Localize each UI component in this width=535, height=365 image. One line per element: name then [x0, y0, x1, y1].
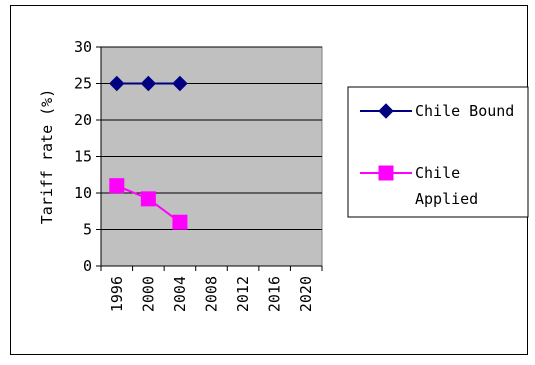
data-point — [109, 178, 125, 194]
series-0 — [109, 75, 188, 92]
y-tick-label: 10 — [74, 184, 92, 202]
x-tick-label: 2012 — [234, 276, 252, 312]
legend: Chile Bound Chile Applied — [347, 86, 529, 218]
series-1 — [109, 178, 188, 230]
series-layer — [109, 75, 188, 230]
x-tick-label: 2004 — [171, 276, 189, 312]
legend-entry: Chile Applied — [360, 164, 478, 208]
data-point — [109, 75, 125, 92]
legend-marker — [378, 103, 394, 119]
legend-label: Chile — [415, 164, 460, 182]
x-tick-label: 2020 — [297, 276, 315, 312]
legend-label: Chile Bound — [415, 102, 514, 120]
legend-entry: Chile Bound — [360, 102, 514, 120]
legend-box — [347, 86, 529, 218]
data-point — [140, 191, 156, 207]
y-tick-labels: 0 5 10 15 20 25 30 — [74, 38, 101, 275]
y-tick-label: 30 — [74, 38, 92, 56]
x-tick-label: 2016 — [266, 276, 284, 312]
y-tick-label: 25 — [74, 75, 92, 93]
y-axis-label: Tariff rate (%) — [38, 89, 56, 224]
x-tick-labels: 1996 2000 2004 2008 2012 2016 2020 — [100, 266, 323, 312]
data-point — [140, 75, 157, 92]
x-tick-label: 1996 — [108, 276, 126, 312]
y-tick-label: 0 — [83, 257, 92, 275]
x-tick-label: 2000 — [139, 276, 157, 312]
legend-label: Applied — [415, 190, 478, 208]
y-tick-label: 20 — [74, 111, 92, 129]
y-tick-label: 15 — [74, 148, 92, 166]
x-tick-label: 2008 — [203, 276, 221, 312]
y-tick-label: 5 — [83, 221, 92, 239]
legend-marker — [378, 165, 394, 181]
data-point — [172, 214, 188, 230]
data-point — [172, 75, 188, 92]
